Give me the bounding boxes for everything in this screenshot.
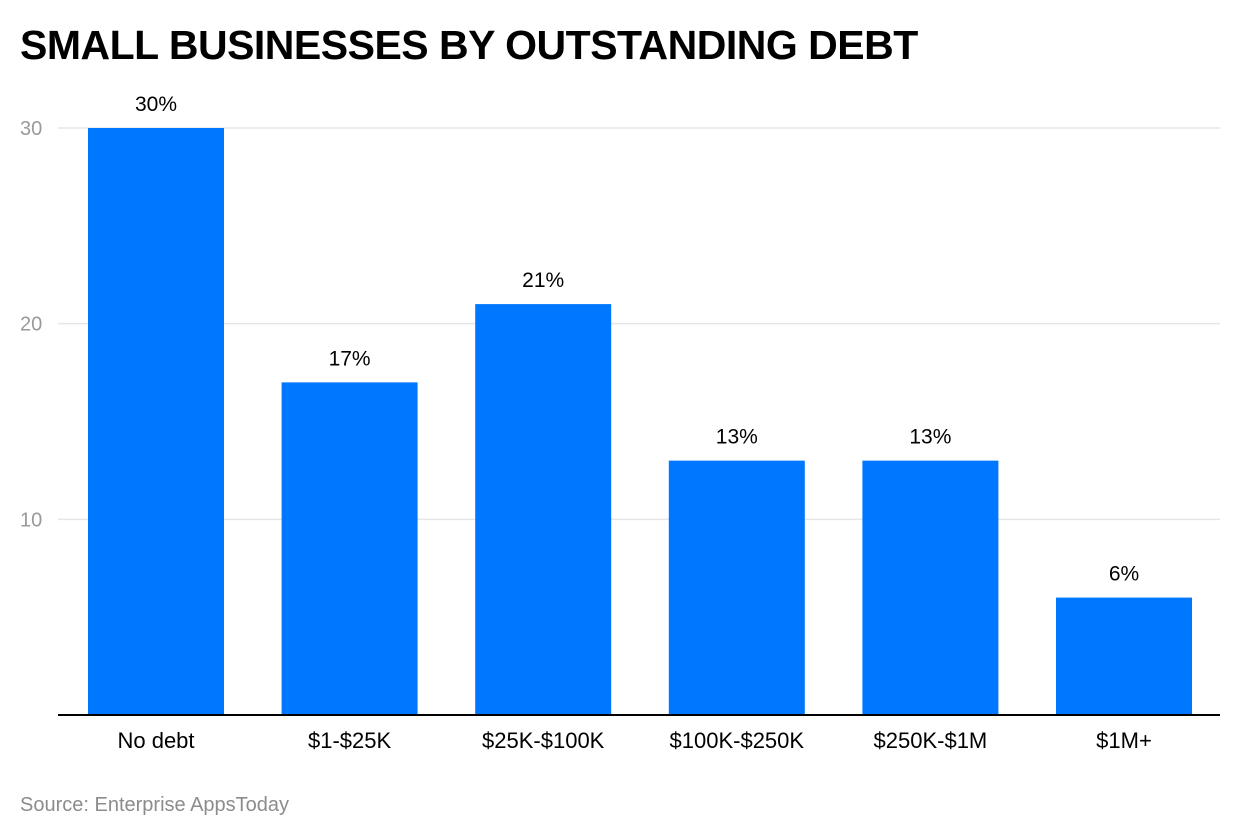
y-tick-label: 20 — [20, 314, 42, 336]
y-tick-label: 10 — [20, 509, 42, 531]
data-label: 17% — [329, 347, 371, 370]
data-label: 13% — [909, 426, 951, 449]
bar — [862, 460, 999, 715]
x-category-label: $25K-$100K — [482, 728, 605, 753]
x-category-label: $1M+ — [1096, 728, 1152, 753]
y-tick-label: 30 — [20, 118, 42, 140]
bar — [88, 128, 224, 715]
x-category-label: $1-$25K — [308, 728, 392, 753]
x-axis-categories: No debt $1-$25K $25K-$100K $100K-$250K $250K… — [117, 728, 1151, 753]
bar — [668, 460, 805, 715]
data-label: 13% — [716, 426, 758, 449]
data-labels: 30% 17% 21% 13% 13% 6% — [135, 93, 1139, 586]
data-label: 6% — [1109, 563, 1139, 586]
y-axis-ticks: 10 20 30 — [20, 118, 42, 531]
bars — [88, 128, 1192, 715]
bar — [1056, 597, 1192, 715]
x-category-label: $250K-$1M — [874, 728, 988, 753]
bar — [475, 304, 612, 715]
gridlines — [58, 127, 1220, 521]
x-category-label: $100K-$250K — [670, 728, 805, 753]
bar — [281, 382, 418, 715]
data-label: 30% — [135, 93, 177, 116]
data-label: 21% — [522, 269, 564, 292]
x-category-label: No debt — [117, 728, 194, 753]
source-note: Source: Enterprise AppsToday — [20, 794, 290, 816]
chart-title: SMALL BUSINESSES BY OUTSTANDING DEBT — [20, 22, 918, 68]
